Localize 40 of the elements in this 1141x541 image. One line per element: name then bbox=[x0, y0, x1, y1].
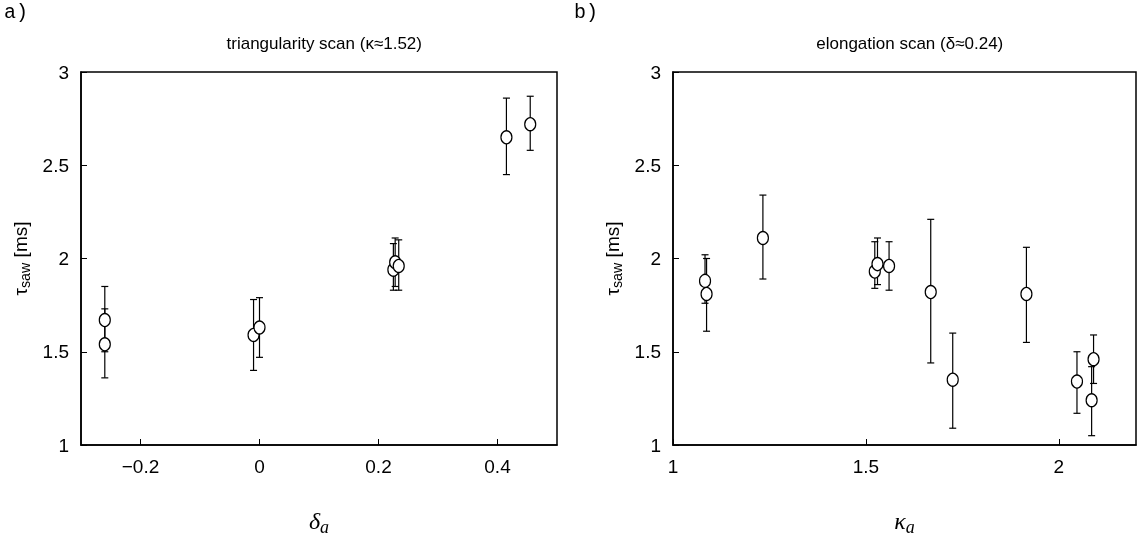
x-tick-label: −0.2 bbox=[121, 456, 160, 477]
y-tick-label: 1.5 bbox=[634, 341, 661, 363]
y-tick-label: 1 bbox=[58, 434, 69, 456]
y-tick-label: 1.5 bbox=[42, 341, 69, 363]
point bbox=[1087, 352, 1100, 367]
y-tick-label: 2 bbox=[650, 248, 661, 269]
point bbox=[1070, 374, 1084, 389]
point bbox=[500, 130, 513, 145]
point bbox=[98, 312, 111, 328]
y-tick-label: 2 bbox=[58, 248, 69, 269]
y-tick-label: 2.5 bbox=[42, 154, 69, 176]
y-tick-label: 1 bbox=[650, 434, 661, 456]
x-tick-label: 0.2 bbox=[365, 456, 392, 477]
x-tick-label: 0 bbox=[254, 456, 265, 477]
point bbox=[253, 320, 266, 335]
point bbox=[392, 258, 405, 274]
x-tick-label: 2 bbox=[1053, 456, 1065, 477]
chart-title: triangularity scan (κ≈1.52) bbox=[226, 34, 422, 53]
text: a) bbox=[4, 0, 29, 24]
point bbox=[1020, 286, 1033, 302]
point bbox=[756, 230, 770, 246]
point bbox=[946, 372, 959, 387]
text: b) bbox=[574, 0, 599, 24]
y-axis-title: τsaw [ms] bbox=[601, 221, 625, 296]
y-tick-label: 3 bbox=[650, 61, 661, 83]
x-tick-label: 1.5 bbox=[852, 456, 880, 477]
y-tick-label: 3 bbox=[58, 61, 69, 83]
chart-title: elongation scan (δ≈0.24) bbox=[816, 34, 1004, 53]
y-tick-label: 2.5 bbox=[634, 154, 661, 176]
point bbox=[698, 273, 712, 289]
x-tick-label: 0.4 bbox=[484, 456, 512, 477]
point bbox=[1085, 393, 1098, 408]
point bbox=[882, 258, 896, 274]
point bbox=[524, 117, 537, 132]
point bbox=[700, 286, 713, 302]
point bbox=[98, 337, 111, 352]
x-tick-label: 1 bbox=[667, 456, 679, 477]
point bbox=[871, 256, 884, 272]
point bbox=[924, 284, 937, 300]
y-axis-title: τsaw [ms] bbox=[9, 221, 33, 296]
